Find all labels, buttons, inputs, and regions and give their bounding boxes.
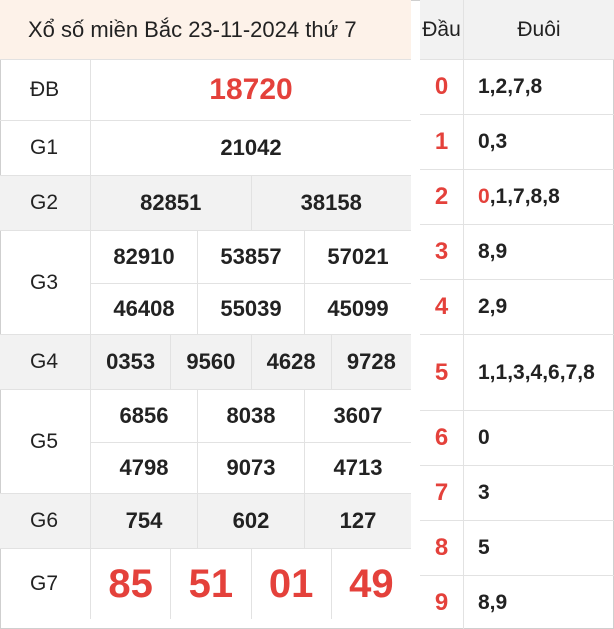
loto-tail: 0,1,7,8,8 (478, 170, 608, 224)
loto-head: 9 (420, 576, 464, 629)
loto-head: 7 (420, 466, 464, 520)
prize-number: 4713 (304, 443, 411, 493)
loto-tail-values: 0,3 (478, 130, 508, 153)
loto-tail-values: 1,2,7,8 (478, 75, 543, 98)
prize-label: G2 (0, 176, 91, 230)
prize-number: 9728 (330, 335, 411, 389)
loto-tail: 8,9 (478, 225, 608, 279)
loto-tail: 8,9 (478, 576, 608, 629)
loto-row: 8 5 (420, 521, 614, 576)
prize-number: 45099 (304, 284, 411, 334)
loto-tail: 0 (478, 411, 608, 465)
loto-head: 2 (420, 170, 464, 224)
loto-row: 2 0,1,7,8,8 (420, 170, 614, 225)
loto-tail-highlight: 0 (478, 185, 490, 208)
prize-number: 01 (250, 549, 331, 619)
results-table: Xổ số miền Bắc 23-11-2024 thứ 7 ĐB 18720… (0, 0, 411, 619)
prize-number: 55039 (197, 284, 304, 334)
prize-row-db: ĐB 18720 (0, 60, 411, 121)
prize-label: G1 (0, 121, 91, 175)
loto-tail-values: 3 (478, 481, 490, 504)
loto-row: 4 2,9 (420, 280, 614, 335)
prize-number: 53857 (197, 231, 304, 283)
loto-row: 0 1,2,7,8 (420, 60, 614, 115)
loto-tail-values: 5 (478, 536, 490, 559)
loto-table: Đầu Đuôi 0 1,2,7,8 1 0,3 2 0,1,7,8,8 3 8… (420, 0, 614, 629)
loto-head: 6 (420, 411, 464, 465)
loto-row: 6 0 (420, 411, 614, 466)
prize-number: 6856 (119, 403, 169, 428)
loto-row: 3 8,9 (420, 225, 614, 280)
results-title: Xổ số miền Bắc 23-11-2024 thứ 7 (0, 0, 411, 60)
prize-label: G6 (0, 494, 91, 548)
prize-row-g5: G5 6856 8038 3607 4798 9073 4713 (0, 390, 411, 494)
prize-number: 602 (197, 494, 304, 548)
prize-number: 57021 (304, 231, 411, 283)
loto-head: 3 (420, 225, 464, 279)
prize-number: 9560 (170, 335, 250, 389)
loto-tail: 2,9 (478, 280, 608, 334)
prize-row-g6: G6 754 602 127 (0, 494, 411, 549)
prize-label: G5 (0, 390, 91, 493)
loto-tail-values: 2,9 (478, 295, 508, 318)
loto-head: 0 (420, 60, 464, 114)
prize-row-g2: G2 82851 38158 (0, 176, 411, 231)
prize-number: 38158 (250, 176, 412, 230)
loto-header: Đầu Đuôi (420, 0, 614, 60)
prize-label: G3 (0, 231, 91, 334)
loto-head: 8 (420, 521, 464, 575)
loto-head: 1 (420, 115, 464, 169)
prize-label: G7 (0, 549, 91, 619)
loto-tail-values: 0 (478, 426, 490, 449)
loto-head: 5 (420, 335, 464, 410)
prize-number: 82851 (140, 190, 202, 215)
loto-tail: 0,3 (478, 115, 608, 169)
prize-number: 4798 (119, 455, 169, 480)
head-column-label: Đầu (420, 0, 464, 60)
prize-number: 0353 (106, 349, 156, 374)
loto-row: 5 1,1,3,4,6,7,8 (420, 335, 614, 411)
prize-number: 18720 (209, 73, 293, 106)
prize-number: 85 (108, 561, 153, 606)
prize-number: 49 (330, 549, 411, 619)
loto-tail: 3 (478, 466, 608, 520)
loto-tail: 5 (478, 521, 608, 575)
loto-tail-values: 8,9 (478, 590, 508, 614)
prize-number: 51 (170, 549, 250, 619)
prize-number: 46408 (113, 296, 175, 321)
prize-number: 127 (304, 494, 411, 548)
loto-row: 1 0,3 (420, 115, 614, 170)
loto-row: 7 3 (420, 466, 614, 521)
tail-column-label: Đuôi (517, 18, 561, 41)
loto-head: 4 (420, 280, 464, 334)
prize-row-g7: G7 85 51 01 49 (0, 549, 411, 619)
prize-row-g4: G4 0353 9560 4628 9728 (0, 335, 411, 390)
prize-number: 82910 (113, 244, 175, 269)
prize-number: 3607 (304, 390, 411, 442)
loto-row: 9 8,9 (420, 576, 614, 629)
loto-tail: 1,1,3,4,6,7,8 (478, 335, 608, 410)
prize-number: 21042 (220, 135, 282, 160)
loto-tail-values: 1,1,3,4,6,7,8 (478, 360, 595, 384)
loto-tail: 1,2,7,8 (478, 60, 608, 114)
prize-row-g3: G3 82910 53857 57021 46408 55039 45099 (0, 231, 411, 335)
prize-number: 9073 (197, 443, 304, 493)
prize-row-g1: G1 21042 (0, 121, 411, 176)
prize-number: 4628 (250, 335, 331, 389)
loto-tail-values: 8,9 (478, 240, 508, 263)
prize-number: 754 (125, 508, 163, 533)
prize-number: 8038 (197, 390, 304, 442)
prize-label: G4 (0, 335, 91, 389)
loto-tail-values: ,1,7,8,8 (489, 185, 560, 208)
prize-label: ĐB (0, 60, 91, 120)
